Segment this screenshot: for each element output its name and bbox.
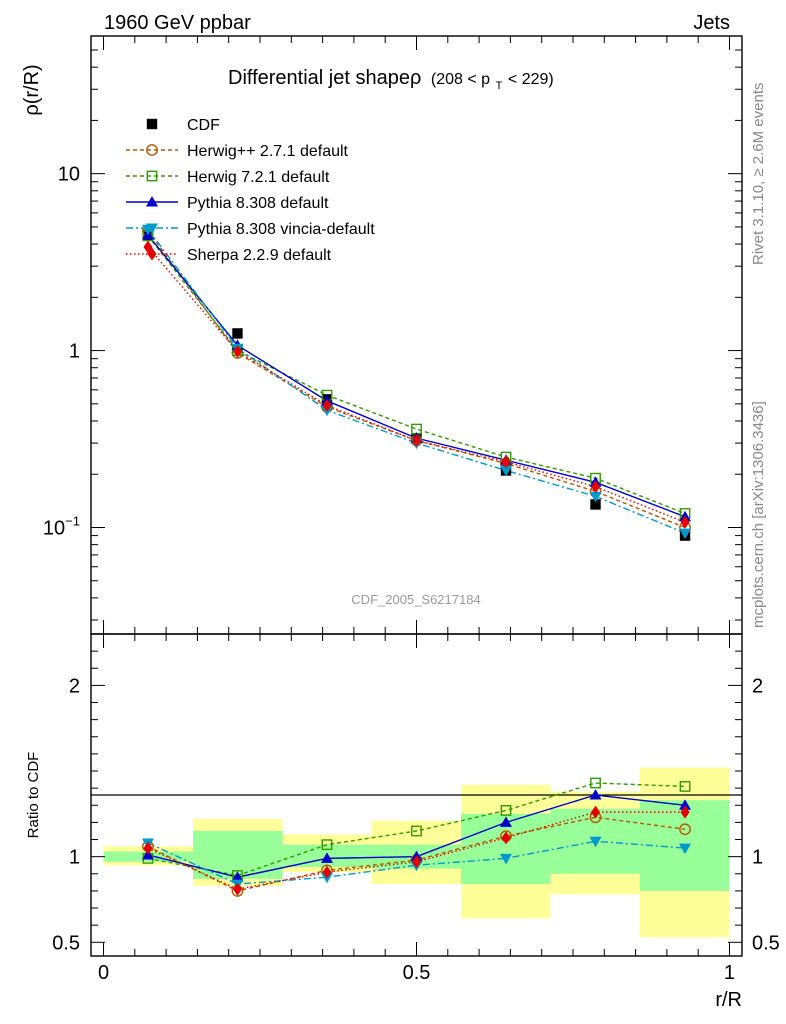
series-line-4 [147,246,686,523]
ratio-y-tick-label-left: 2 [69,675,80,697]
legend-marker-0 [146,144,158,156]
ratio-point-0 [679,823,691,836]
series-line-1 [147,235,686,515]
ratio-point-1 [590,777,601,789]
ratio-point-3 [589,836,602,848]
ratio-point-1 [411,825,422,837]
series-point-4 [322,398,332,412]
main-series-lines [147,228,686,534]
data-point [232,328,243,339]
y-tick-label-exponent: −1 [65,513,80,528]
ratio-point-1 [321,839,333,851]
ratio-point-2 [500,816,513,827]
ratio-point-3 [679,843,692,855]
stat-uncertainty-band [193,830,283,879]
legend-label-3: Pythia 8.308 vincia-default [187,221,375,238]
ratio-y-axis-label: Ratio to CDF [25,752,42,839]
ratio-series-markers [141,777,692,897]
ratio-point-4 [143,841,153,855]
y-tick-label: 1 [69,341,80,363]
chart-title-main: Differential jet shapeρ [228,67,421,89]
ratio-y-tick-label-left: 0.5 [52,932,80,954]
ratio-y-tick-label-right: 2 [752,675,763,697]
series-line-2 [147,234,686,518]
ratio-frame [90,633,743,957]
legend-marker-3 [146,223,158,234]
series-point-3 [500,465,513,477]
ratio-point-4 [232,882,242,896]
y-tick-label-base: 10 [58,164,80,186]
ratio-point-3 [500,853,513,865]
process-label: Jets [693,12,730,34]
ratio-point-4 [501,831,511,845]
legend-label-2: Pythia 8.308 default [187,195,329,212]
series-point-3 [679,528,692,540]
side-label-rivet: Rivet 3.1.10, ≥ 2.6M events [750,83,767,266]
series-point-4 [412,434,421,448]
ratio-point-4 [591,805,601,819]
chart-title-subscript: T [496,80,503,92]
ratio-panel: 0.5 0.51 12 2 0 0.5 1 Ratio to CDF r/R [25,633,780,1011]
ratio-point-4 [412,855,421,869]
main-y-axis-label: ρ(r/R) [21,64,43,115]
chart-title-range: (208 < p [431,71,490,88]
x-tick-label: 0.5 [403,962,431,984]
ratio-point-2 [320,852,333,863]
ratio-y-tick-labels: 0.5 0.5 1 1 2 2 [52,675,780,954]
ratio-point-2 [231,871,244,882]
data-point [590,499,601,510]
ratio-y-tick-label-right: 1 [752,847,763,869]
series-point-4 [232,344,242,358]
series-line-3 [147,228,686,534]
chart-title: Differential jet shapeρ (208 < p T < 229… [228,67,554,94]
legend-label-4: Sherpa 2.2.9 default [187,247,332,264]
legend-marker-data [146,118,158,130]
ratio-y-tick-label-left: 1 [69,847,80,869]
legend-marker-4 [147,247,157,261]
side-label-mcplots: mcplots.cern.ch [arXiv:1306.3436] [750,401,767,628]
ratio-point-1 [500,805,512,816]
x-axis-label: r/R [715,989,742,1011]
legend-marker-1 [146,170,158,182]
ratio-point-4 [322,865,332,879]
legend-label-0: Herwig++ 2.7.1 default [187,143,349,160]
legend-marker-2 [146,196,158,207]
y-tick-label: 10−1 [43,513,80,539]
series-point-4 [680,515,690,529]
series-line-0 [147,230,686,529]
y-tick-label-base: 1 [69,341,80,363]
ratio-point-2 [589,789,602,800]
ratio-point-4 [680,805,690,819]
main-series-markers [141,224,692,541]
ratio-point-1 [679,781,691,792]
legend: CDF Herwig++ 2.7.1 default Herwig 7.2.1 de… [126,117,375,264]
y-tick-label: 10 [58,164,80,186]
ratio-point-2 [679,799,692,810]
x-tick-label: 0 [98,962,109,984]
series-point-3 [589,491,602,503]
ratio-x-tick-labels: 0 0.5 1 [98,962,735,984]
legend-label-data: CDF [187,117,220,134]
legend-label-1: Herwig 7.2.1 default [187,169,330,186]
y-tick-label-base: 10 [43,517,65,539]
x-tick-label: 1 [724,962,735,984]
ratio-y-tick-label-right: 0.5 [752,932,780,954]
chart-title-range-end: < 229) [508,71,554,88]
analysis-watermark: CDF_2005_S6217184 [351,592,480,607]
series-point-4 [591,480,601,494]
energy-label: 1960 GeV ppbar [104,12,251,34]
series-point-4 [501,455,511,469]
